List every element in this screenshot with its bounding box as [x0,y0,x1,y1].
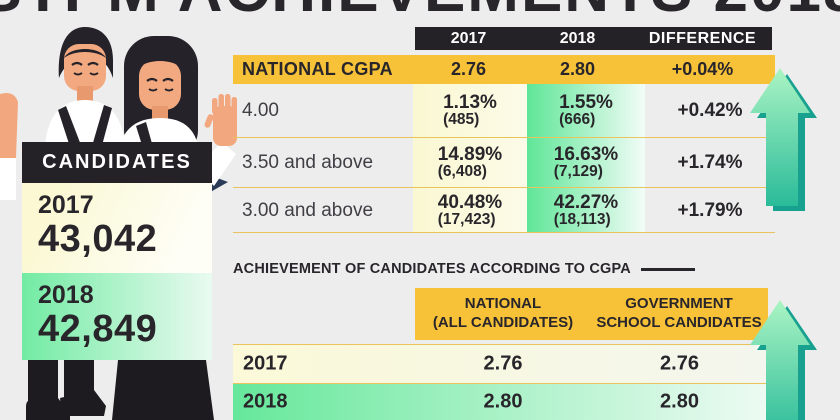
cgpa-header-2017: 2017 [450,29,487,47]
government-value: 2.80 [660,390,699,413]
table-row-3-50: 3.50 and above 14.89% (6,408) 16.63% (7,… [233,137,775,187]
row-label: 3.50 and above [242,151,374,173]
row-label: 3.00 and above [242,199,374,221]
header-government: GOVERNMENT SCHOOL CANDIDATES [591,295,767,333]
count-2018: (7,129) [553,163,603,181]
header-government-line1: GOVERNMENT [625,295,733,313]
cgpa-table-header: 2017 2018 DIFFERENCE [415,27,772,50]
header-national: NATIONAL (ALL CANDIDATES) [415,295,591,333]
achievement-row-2018: 2018 2.80 2.80 [233,384,775,420]
cgpa-table-body: 4.00 1.13% (485) 1.55% (666) +0.42% 3.50… [233,84,775,233]
national-cgpa-row: NATIONAL CGPA 2.76 2.80 +0.04% [233,55,775,84]
achievement-row-divider [233,383,775,384]
column-2018-background [527,84,645,233]
national-cgpa-2018: 2.80 [559,59,596,79]
students-legs [26,360,214,420]
pct-2018: 1.55% [559,91,613,113]
cgpa-header-difference: DIFFERENCE [648,29,757,47]
national-value: 2.76 [483,352,523,375]
candidates-banner-label: CANDIDATES [42,151,192,173]
achievement-section-title: ACHIEVEMENT OF CANDIDATES ACCORDING TO C… [233,261,695,277]
cell-2018: 16.63% (7,129) [527,145,645,180]
cell-2017: 40.48% (17,423) [413,193,527,228]
count-2018: (666) [559,111,596,129]
row-year: 2017 [243,352,288,375]
candidates-2018-count: 42,849 [38,308,158,351]
table-row-4-00: 4.00 1.13% (485) 1.55% (666) +0.42% [233,84,775,137]
pct-2018: 42.27% [553,191,619,213]
national-cgpa-label: NATIONAL CGPA [242,59,393,79]
cell-difference: +0.42% [677,99,743,121]
row-year: 2018 [243,390,288,413]
candidates-2017-year: 2017 [38,191,94,219]
cgpa-header-2018: 2018 [559,29,596,47]
national-cgpa-diff: +0.04% [671,59,734,79]
count-2017: (6,408) [437,163,487,181]
candidates-2017-block: 2017 43,042 [22,183,212,273]
pct-2017: 1.13% [443,91,497,113]
achievement-table-header: NATIONAL (ALL CANDIDATES) GOVERNMENT SCH… [415,288,768,340]
table-bottom-rule [233,232,775,233]
cell-2018: 42.27% (18,113) [527,193,645,228]
pct-2017: 14.89% [437,143,503,165]
table-row-3-00: 3.00 and above 40.48% (17,423) 42.27% (1… [233,187,775,233]
count-2017: (485) [443,111,480,129]
government-value: 2.76 [660,352,699,375]
cell-2018: 1.55% (666) [527,93,645,128]
achievement-row-2017: 2017 2.76 2.76 [233,345,775,383]
pct-2017: 40.48% [437,191,503,213]
header-national-line2: (ALL CANDIDATES) [432,314,574,331]
male-student-figure [0,27,125,200]
candidates-banner: CANDIDATES [22,142,212,183]
header-national-line1: NATIONAL [464,295,542,313]
achievement-top-rule [233,344,775,345]
candidates-2018-block: 2018 42,849 [22,273,212,360]
row-label: 4.00 [242,99,279,121]
up-arrow-icon [750,300,817,420]
cell-2017: 14.89% (6,408) [413,145,527,180]
section-title-rule [640,267,695,271]
page-title-clipped: STPM ACHIEVEMENTS 2018 [0,0,840,22]
national-value: 2.80 [483,390,523,413]
candidates-2017-count: 43,042 [38,218,158,261]
count-2017: (17,423) [437,211,496,229]
cell-2017: 1.13% (485) [413,93,527,128]
section-title-text: ACHIEVEMENT OF CANDIDATES ACCORDING TO C… [233,261,631,277]
candidates-2018-year: 2018 [38,281,94,309]
column-2017-background [413,84,527,233]
cell-difference: +1.79% [677,199,743,221]
cell-difference: +1.74% [677,151,743,173]
count-2018: (18,113) [553,211,611,229]
up-arrow-icon [750,68,817,211]
national-cgpa-2017: 2.76 [450,59,487,79]
pct-2018: 16.63% [553,143,619,165]
header-government-line2: SCHOOL CANDIDATES [596,314,762,331]
